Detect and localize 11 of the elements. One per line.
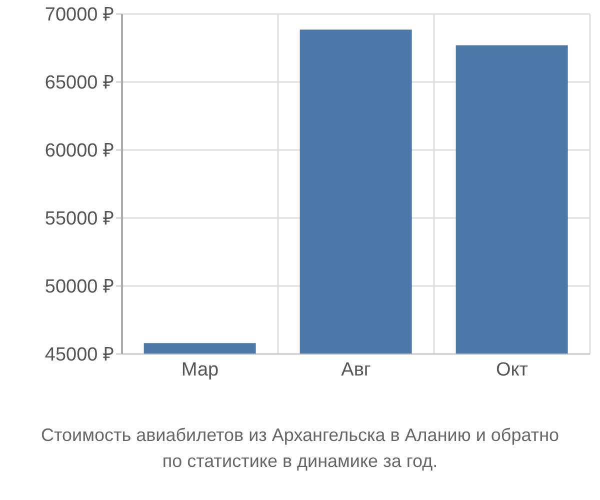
- y-tick-label: 55000 ₽: [44, 208, 114, 230]
- y-tick-label: 45000 ₽: [44, 344, 114, 366]
- y-tick-label: 70000 ₽: [44, 4, 114, 26]
- y-tick-label: 60000 ₽: [44, 140, 114, 162]
- x-tick-label: Мар: [181, 359, 219, 380]
- text: Стоимость авиабилетов из Архангельска в Аланию и обратно: [40, 424, 560, 447]
- text: по статистике в динамике за год.: [161, 450, 439, 473]
- y-tick-label: 65000 ₽: [44, 72, 114, 94]
- x-tick-label: Окт: [496, 359, 528, 380]
- x-tick-label: Авг: [341, 359, 371, 380]
- y-tick-label: 50000 ₽: [44, 276, 114, 298]
